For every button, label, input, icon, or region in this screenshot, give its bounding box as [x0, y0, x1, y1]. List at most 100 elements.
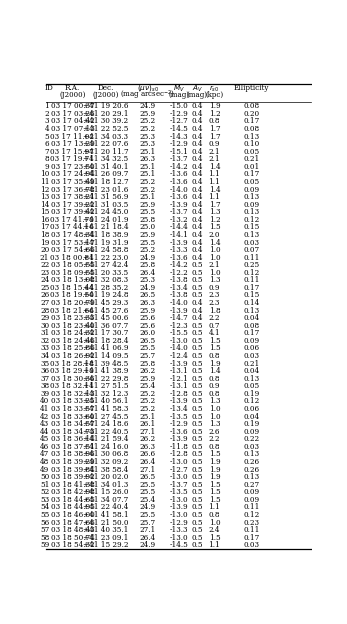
Text: 0.4: 0.4 [192, 110, 203, 118]
Text: 0.05: 0.05 [244, 148, 260, 155]
Text: 1.1: 1.1 [209, 504, 220, 512]
Text: 03 18 39.84: 03 18 39.84 [51, 466, 94, 474]
Text: 25.2: 25.2 [139, 178, 156, 186]
Text: 48: 48 [40, 458, 49, 466]
Text: -13.6: -13.6 [170, 178, 188, 186]
Text: 33: 33 [40, 344, 49, 353]
Text: +41 22 29.8: +41 22 29.8 [83, 375, 128, 383]
Text: -13.9: -13.9 [170, 436, 188, 443]
Text: +41 21 18.4: +41 21 18.4 [83, 223, 129, 232]
Text: 03 18 29.19: 03 18 29.19 [50, 367, 94, 375]
Text: +41 18 28.4: +41 18 28.4 [83, 337, 128, 345]
Text: 21: 21 [40, 253, 49, 261]
Text: -13.1: -13.1 [170, 383, 188, 391]
Text: 43: 43 [40, 420, 49, 428]
Text: 0.05: 0.05 [244, 178, 260, 186]
Text: +41 20 33.5: +41 20 33.5 [83, 269, 128, 277]
Text: 03 18 24.46: 03 18 24.46 [51, 337, 94, 345]
Text: 25.3: 25.3 [140, 140, 156, 148]
Text: 0.4: 0.4 [192, 216, 203, 224]
Text: 0.4: 0.4 [192, 201, 203, 208]
Text: 0.4: 0.4 [192, 178, 203, 186]
Text: 0.15: 0.15 [244, 223, 260, 232]
Text: 0.4: 0.4 [192, 193, 203, 201]
Text: 0.5: 0.5 [192, 276, 203, 285]
Text: 0.13: 0.13 [244, 375, 260, 383]
Text: 12: 12 [40, 185, 49, 193]
Text: 0.8: 0.8 [209, 511, 220, 519]
Text: 54: 54 [40, 504, 49, 512]
Text: +41 15 26.0: +41 15 26.0 [83, 489, 128, 496]
Text: 0.09: 0.09 [244, 185, 260, 193]
Text: 0.12: 0.12 [244, 269, 260, 277]
Text: 0.17: 0.17 [244, 534, 260, 542]
Text: 0.5: 0.5 [192, 397, 203, 406]
Text: 56: 56 [40, 519, 49, 527]
Text: 0.5: 0.5 [192, 261, 203, 269]
Text: 0.5: 0.5 [192, 496, 203, 504]
Text: 1.5: 1.5 [209, 534, 220, 542]
Text: 0.04: 0.04 [244, 314, 260, 322]
Text: 03 18 28.18: 03 18 28.18 [50, 359, 94, 368]
Text: 0.5: 0.5 [192, 504, 203, 512]
Text: 2.3: 2.3 [209, 299, 220, 307]
Text: 03 17 54.66: 03 17 54.66 [51, 246, 94, 254]
Text: 0.5: 0.5 [192, 412, 203, 421]
Text: 25.1: 25.1 [139, 412, 156, 421]
Text: -12.2: -12.2 [170, 269, 188, 277]
Text: 0.5: 0.5 [192, 489, 203, 496]
Text: 03 18 44.65: 03 18 44.65 [51, 496, 94, 504]
Text: -13.6: -13.6 [170, 170, 188, 178]
Text: 2.4: 2.4 [209, 526, 220, 534]
Text: -13.9: -13.9 [170, 359, 188, 368]
Text: -13.2: -13.2 [170, 216, 188, 224]
Text: 03 17 00.37: 03 17 00.37 [51, 102, 94, 110]
Text: -15.5: -15.5 [170, 329, 188, 338]
Text: 32: 32 [40, 337, 49, 345]
Text: 26.3: 26.3 [140, 443, 156, 451]
Text: 0.19: 0.19 [244, 390, 260, 398]
Text: 24.9: 24.9 [139, 284, 156, 292]
Text: -13.5: -13.5 [170, 412, 188, 421]
Text: 0.5: 0.5 [192, 519, 203, 527]
Text: 31: 31 [40, 329, 49, 338]
Text: 0.4: 0.4 [192, 125, 203, 133]
Text: 24.9: 24.9 [139, 504, 156, 512]
Text: 42: 42 [40, 412, 49, 421]
Text: -14.7: -14.7 [170, 314, 188, 322]
Text: 0.8: 0.8 [209, 390, 220, 398]
Text: 03 18 48.43: 03 18 48.43 [51, 526, 94, 534]
Text: -12.9: -12.9 [170, 140, 188, 148]
Text: 1: 1 [44, 102, 49, 110]
Text: +41 41 06.9: +41 41 06.9 [83, 344, 128, 353]
Text: 38: 38 [40, 383, 49, 391]
Text: 1.4: 1.4 [209, 238, 220, 246]
Text: +41 22 23.0: +41 22 23.0 [83, 253, 128, 261]
Text: 37: 37 [40, 375, 49, 383]
Text: +41 31 40.1: +41 31 40.1 [83, 163, 128, 171]
Text: 25.8: 25.8 [139, 359, 156, 368]
Text: 03 18 32.11: 03 18 32.11 [50, 383, 94, 391]
Text: 0.20: 0.20 [244, 110, 260, 118]
Text: +41 38 58.4: +41 38 58.4 [83, 466, 128, 474]
Text: 0.10: 0.10 [244, 140, 260, 148]
Text: -15.0: -15.0 [170, 102, 188, 110]
Text: +41 14 09.5: +41 14 09.5 [83, 352, 128, 360]
Text: 25.3: 25.3 [140, 132, 156, 140]
Text: -13.0: -13.0 [170, 511, 188, 519]
Text: 03 18 24.32: 03 18 24.32 [51, 329, 94, 338]
Text: 0.06: 0.06 [244, 344, 260, 353]
Text: 03 17 07.13: 03 17 07.13 [51, 125, 94, 133]
Text: 2.0: 2.0 [209, 231, 220, 239]
Text: 29: 29 [40, 314, 49, 322]
Text: 49: 49 [40, 466, 49, 474]
Text: $A_V$: $A_V$ [192, 84, 203, 94]
Text: 0.01: 0.01 [244, 163, 260, 171]
Text: 23: 23 [40, 269, 49, 277]
Text: 19: 19 [40, 238, 49, 246]
Text: 0.26: 0.26 [244, 466, 260, 474]
Text: 0.5: 0.5 [192, 443, 203, 451]
Text: 50: 50 [40, 473, 49, 481]
Text: +41 28 35.2: +41 28 35.2 [83, 284, 128, 292]
Text: 0.5: 0.5 [192, 390, 203, 398]
